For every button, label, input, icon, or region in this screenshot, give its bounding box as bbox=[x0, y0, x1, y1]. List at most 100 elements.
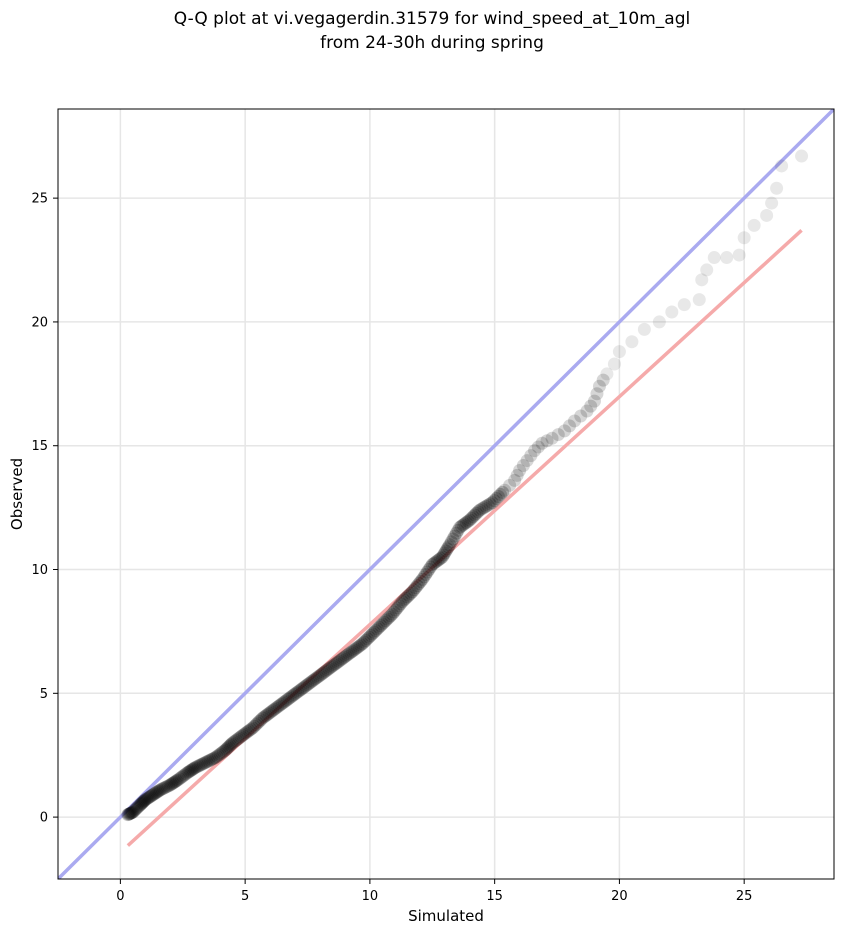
qq-point bbox=[524, 449, 538, 463]
qq-point bbox=[516, 459, 530, 473]
qq-point bbox=[205, 752, 219, 766]
qq-point bbox=[193, 758, 207, 772]
qq-point bbox=[637, 322, 651, 336]
qq-point bbox=[148, 786, 162, 800]
qq-point bbox=[652, 315, 666, 329]
qq-point bbox=[449, 526, 463, 540]
qq-point bbox=[291, 685, 305, 699]
qq-point bbox=[496, 485, 510, 499]
qq-point bbox=[330, 655, 344, 669]
qq-point bbox=[485, 496, 499, 510]
qq-point bbox=[453, 520, 467, 534]
qq-point bbox=[439, 544, 453, 558]
qq-point bbox=[327, 658, 341, 672]
qq-point bbox=[370, 622, 384, 636]
qq-point bbox=[256, 711, 270, 725]
qq-point bbox=[135, 796, 149, 810]
qq-point bbox=[508, 473, 522, 487]
qq-point bbox=[737, 231, 751, 245]
qq-point bbox=[732, 248, 746, 262]
qq-point bbox=[596, 373, 610, 387]
qq-point bbox=[456, 518, 470, 532]
qq-point bbox=[422, 563, 436, 577]
qq-point bbox=[252, 714, 266, 728]
qq-point bbox=[246, 721, 260, 735]
qq-point bbox=[454, 519, 468, 533]
qq-point bbox=[574, 409, 588, 423]
qq-point bbox=[134, 797, 148, 811]
fit-line bbox=[126, 229, 803, 847]
qq-point bbox=[503, 478, 517, 492]
qq-point bbox=[277, 695, 291, 709]
qq-point bbox=[451, 523, 465, 537]
qq-point bbox=[170, 774, 184, 788]
qq-point bbox=[458, 517, 472, 531]
qq-point bbox=[392, 599, 406, 613]
qq-point bbox=[301, 678, 315, 692]
qq-point bbox=[299, 679, 313, 693]
qq-point bbox=[448, 529, 462, 543]
qq-point bbox=[382, 610, 396, 624]
qq-point bbox=[432, 553, 446, 567]
chart-title-line-1: Q-Q plot at vi.vegagerdin.31579 for wind… bbox=[174, 9, 690, 29]
qq-point bbox=[365, 627, 379, 641]
qq-point bbox=[795, 149, 809, 163]
qq-point bbox=[425, 558, 439, 572]
qq-point bbox=[441, 540, 455, 554]
qq-point bbox=[352, 639, 366, 653]
qq-point bbox=[324, 660, 338, 674]
qq-point bbox=[332, 654, 346, 668]
qq-point bbox=[137, 794, 151, 808]
qq-point bbox=[402, 588, 416, 602]
qq-point bbox=[272, 699, 286, 713]
qq-point bbox=[128, 803, 142, 817]
qq-point bbox=[234, 730, 248, 744]
qq-point bbox=[362, 630, 376, 644]
x-axis-label: Simulated bbox=[408, 907, 484, 925]
y-tick-label: 15 bbox=[31, 439, 48, 454]
qq-point bbox=[692, 293, 706, 307]
qq-point bbox=[307, 673, 321, 687]
qq-point bbox=[166, 776, 180, 790]
qq-point bbox=[349, 642, 363, 656]
qq-point bbox=[424, 560, 438, 574]
qq-point bbox=[325, 659, 339, 673]
qq-point bbox=[266, 704, 280, 718]
qq-point bbox=[587, 394, 601, 408]
qq-point bbox=[262, 706, 276, 720]
qq-point bbox=[317, 665, 331, 679]
qq-point bbox=[153, 783, 167, 797]
qq-point bbox=[430, 554, 444, 568]
qq-point bbox=[241, 725, 255, 739]
qq-point bbox=[167, 775, 181, 789]
qq-point bbox=[435, 550, 449, 564]
qq-point bbox=[760, 208, 774, 222]
axis-ticks: 0 5 10 15 20 25 0 5 10 15 20 25 bbox=[31, 192, 752, 904]
qq-point bbox=[254, 713, 268, 727]
qq-point bbox=[184, 763, 198, 777]
x-tick-label: 25 bbox=[736, 889, 753, 904]
qq-point bbox=[400, 590, 414, 604]
qq-point bbox=[438, 546, 452, 560]
qq-point bbox=[217, 744, 231, 758]
qq-point bbox=[242, 723, 256, 737]
qq-point bbox=[202, 754, 216, 768]
qq-point bbox=[407, 583, 421, 597]
qq-point bbox=[510, 468, 524, 482]
qq-point bbox=[215, 746, 229, 760]
qq-point bbox=[276, 696, 290, 710]
qq-point bbox=[531, 440, 545, 454]
qq-point bbox=[345, 644, 359, 658]
qq-point bbox=[163, 778, 177, 792]
qq-point bbox=[146, 788, 160, 802]
qq-point bbox=[429, 555, 443, 569]
qq-point bbox=[188, 761, 202, 775]
qq-point bbox=[183, 764, 197, 778]
x-tick-label: 0 bbox=[116, 889, 124, 904]
qq-point bbox=[172, 772, 186, 786]
qq-point bbox=[306, 674, 320, 688]
qq-point bbox=[236, 728, 250, 742]
qq-point bbox=[121, 808, 135, 822]
qq-point bbox=[297, 680, 311, 694]
